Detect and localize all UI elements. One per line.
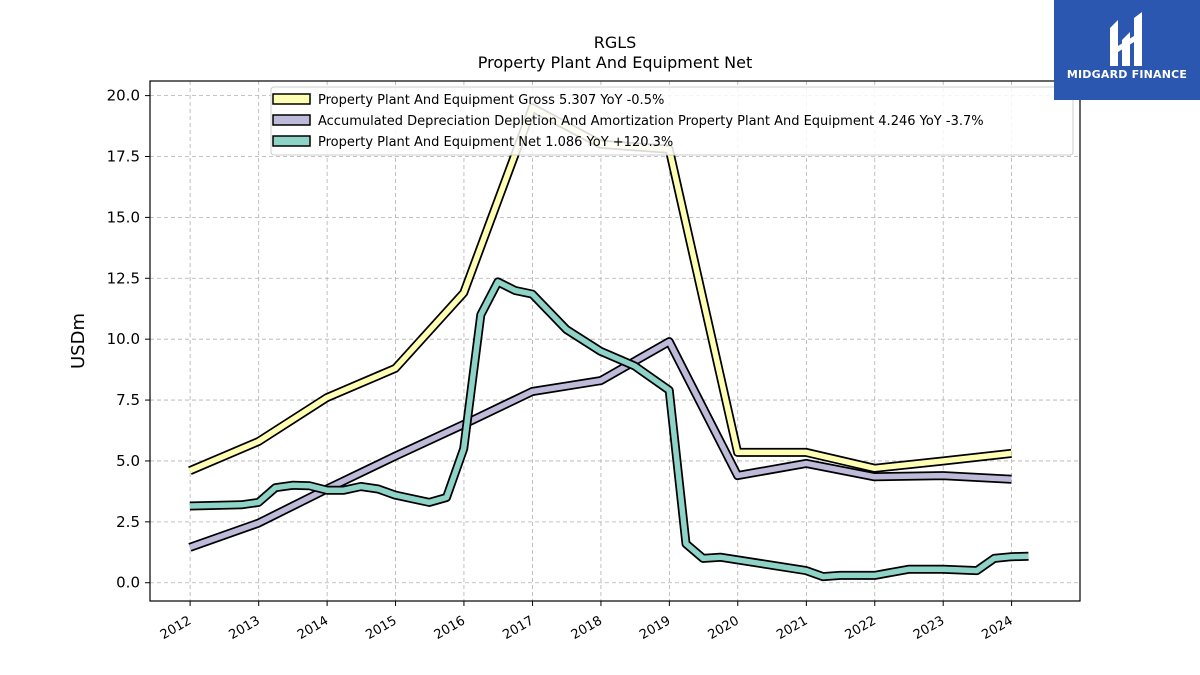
legend-swatch-accumulated-depreciation [272, 114, 311, 126]
y-tick-label: 10.0 [107, 330, 140, 348]
x-tick-label: 2020 [706, 613, 742, 643]
x-tick-label: 2017 [500, 613, 536, 643]
legend-box [270, 86, 1074, 156]
x-tick-label: 2016 [432, 613, 468, 643]
legend: Property Plant And Equipment Gross 5.307… [270, 86, 1074, 156]
x-axis-ticks: 2012 2013 2014 2015 2016 2017 2018 2019 2020 2021… [158, 601, 1016, 643]
x-tick-label: 2023 [911, 613, 947, 643]
y-tick-label: 17.5 [107, 148, 140, 166]
x-tick-label: 2021 [774, 613, 810, 643]
series-line-ppe-gross [188, 105, 1012, 474]
midgard-logo-icon [1110, 12, 1142, 66]
grid-lines [150, 81, 1080, 601]
x-tick-label: 2013 [227, 613, 263, 643]
y-tick-label: 15.0 [107, 208, 140, 226]
y-tick-label: 7.5 [116, 391, 140, 409]
chart-title: RGLS [594, 33, 637, 52]
x-tick-label: 2015 [363, 613, 399, 643]
brand-name: MIDGARD FINANCE [1066, 68, 1188, 81]
y-tick-label: 5.0 [116, 452, 140, 470]
series-line-ppe-net [189, 279, 1029, 580]
x-tick-label: 2012 [158, 613, 194, 643]
legend-swatch-ppe-net [272, 135, 311, 147]
y-tick-label: 0.0 [116, 574, 140, 592]
series-lines [188, 103, 1029, 582]
brand-logo: MIDGARD FINANCE [1054, 0, 1200, 100]
y-axis-ticks: 0.0 2.5 5.0 7.5 10.0 12.5 15.0 17.5 20.0 [107, 87, 150, 592]
x-tick-label: 2022 [843, 613, 879, 643]
chart-subtitle: Property Plant And Equipment Net [478, 53, 753, 72]
legend-label-ppe-gross: Property Plant And Equipment Gross 5.307… [318, 93, 664, 108]
legend-label-accumulated-depreciation: Accumulated Depreciation Depletion And A… [318, 114, 984, 129]
x-tick-label: 2018 [569, 613, 605, 643]
plot-frame [149, 80, 1081, 602]
series-outline-ppe-net [189, 277, 1029, 582]
y-tick-label: 12.5 [107, 269, 140, 287]
series-outline-ppe-gross [188, 103, 1012, 475]
y-tick-label: 2.5 [116, 513, 140, 531]
legend-label-ppe-net: Property Plant And Equipment Net 1.086 Y… [318, 135, 673, 150]
y-tick-label: 20.0 [107, 87, 140, 105]
y-axis-label: USDm [68, 313, 89, 369]
legend-swatch-ppe-gross [272, 93, 311, 105]
x-tick-label: 2024 [979, 613, 1015, 643]
x-tick-label: 2014 [295, 613, 331, 643]
x-tick-label: 2019 [637, 613, 673, 643]
